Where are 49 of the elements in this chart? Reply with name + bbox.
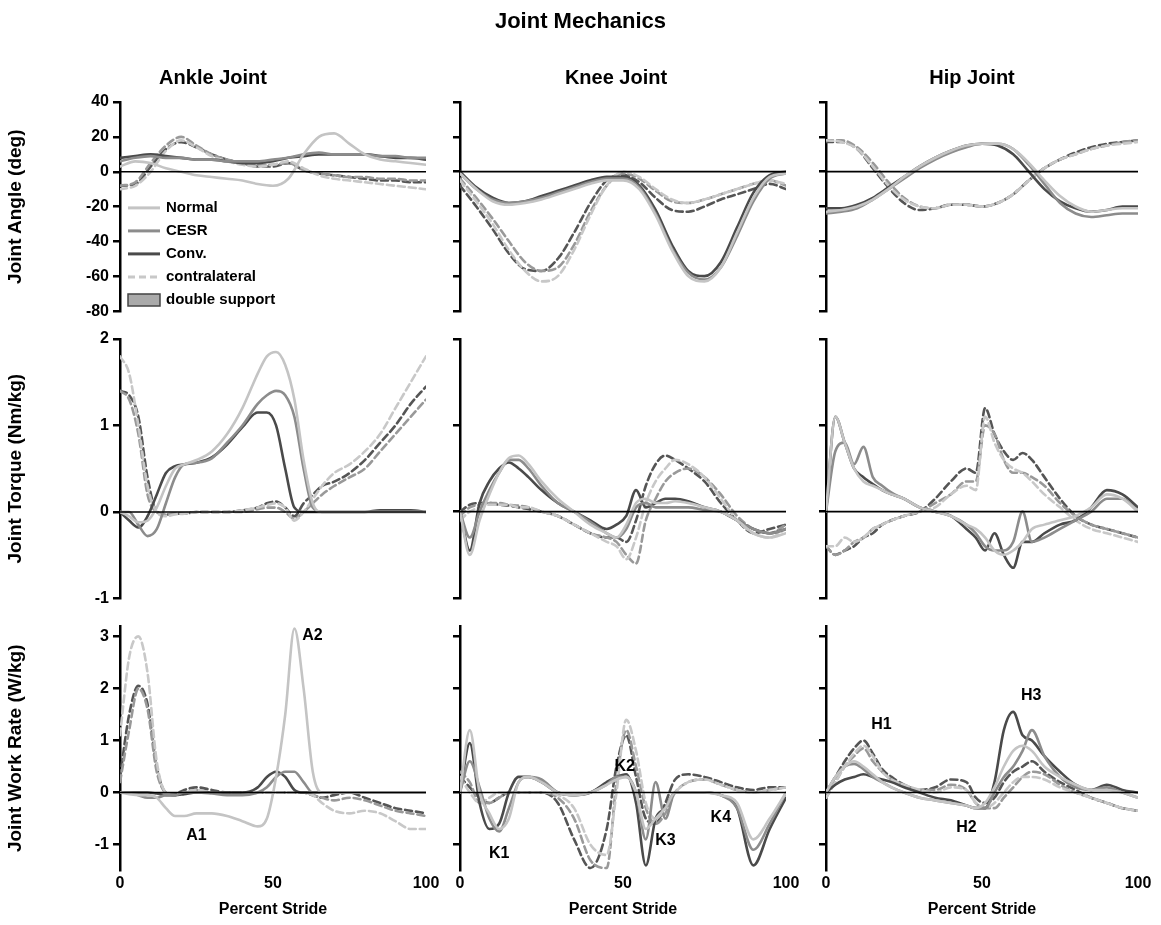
annotation: H1 — [871, 714, 892, 732]
y-tick-label: -40 — [85, 232, 110, 250]
text: Joint Mechanics — [493, 8, 668, 34]
legend-label: double support — [166, 290, 276, 308]
x-axis-title: Percent Stride — [927, 899, 1037, 917]
annotation: K3 — [655, 830, 676, 848]
chart-title: Knee Joint — [564, 65, 668, 88]
y-tick-label: 0 — [100, 782, 110, 800]
y-tick-label: -20 — [85, 197, 110, 215]
y-axis-title: Joint Work Rate (W/kg) — [3, 644, 25, 853]
x-tick-label: 100 — [412, 873, 440, 891]
x-axis-title: Percent Stride — [218, 899, 328, 917]
y-tick-label: -1 — [94, 834, 110, 852]
x-tick-label: 0 — [821, 873, 831, 891]
x-tick-label: 50 — [264, 873, 282, 891]
annotation: H2 — [956, 817, 977, 835]
y-tick-label: 1 — [100, 415, 110, 433]
legend-label: Conv. — [166, 244, 207, 262]
y-tick-label: 2 — [100, 678, 110, 696]
y-tick-label: 1 — [100, 730, 110, 748]
y-tick-label: 0 — [100, 162, 110, 180]
annotation: H3 — [1020, 686, 1042, 704]
y-axis-title: Joint Torque (Nm/kg) — [3, 373, 25, 564]
y-tick-label: 40 — [91, 92, 110, 110]
y-tick-label: -80 — [85, 301, 110, 319]
y-tick-label: 2 — [100, 329, 110, 347]
x-tick-label: 50 — [973, 873, 991, 891]
y-tick-label: 20 — [91, 127, 110, 145]
x-tick-label: 100 — [772, 873, 800, 891]
y-tick-label: -1 — [94, 588, 110, 606]
annotation: K2 — [614, 756, 636, 774]
legend-label: CESR — [166, 221, 208, 239]
x-tick-label: 0 — [115, 873, 125, 891]
chart-title: Ankle Joint — [159, 65, 268, 88]
annotation: A2 — [302, 626, 323, 644]
y-tick-label: -60 — [85, 266, 110, 284]
chart-title: Hip Joint — [929, 65, 1016, 88]
x-tick-label: 50 — [614, 873, 632, 891]
legend-label: Normal — [166, 198, 218, 216]
x-tick-label: 100 — [1124, 873, 1152, 891]
legend-label: contralateral — [166, 267, 257, 285]
annotation: A1 — [186, 825, 207, 843]
x-axis-title: Percent Stride — [568, 899, 678, 917]
annotation: K4 — [710, 807, 732, 825]
y-tick-label: 0 — [100, 502, 110, 520]
annotation: K1 — [488, 843, 510, 861]
y-tick-label: 3 — [100, 626, 110, 644]
y-axis-title: Joint Angle (deg) — [3, 129, 25, 284]
x-tick-label: 0 — [455, 873, 465, 891]
